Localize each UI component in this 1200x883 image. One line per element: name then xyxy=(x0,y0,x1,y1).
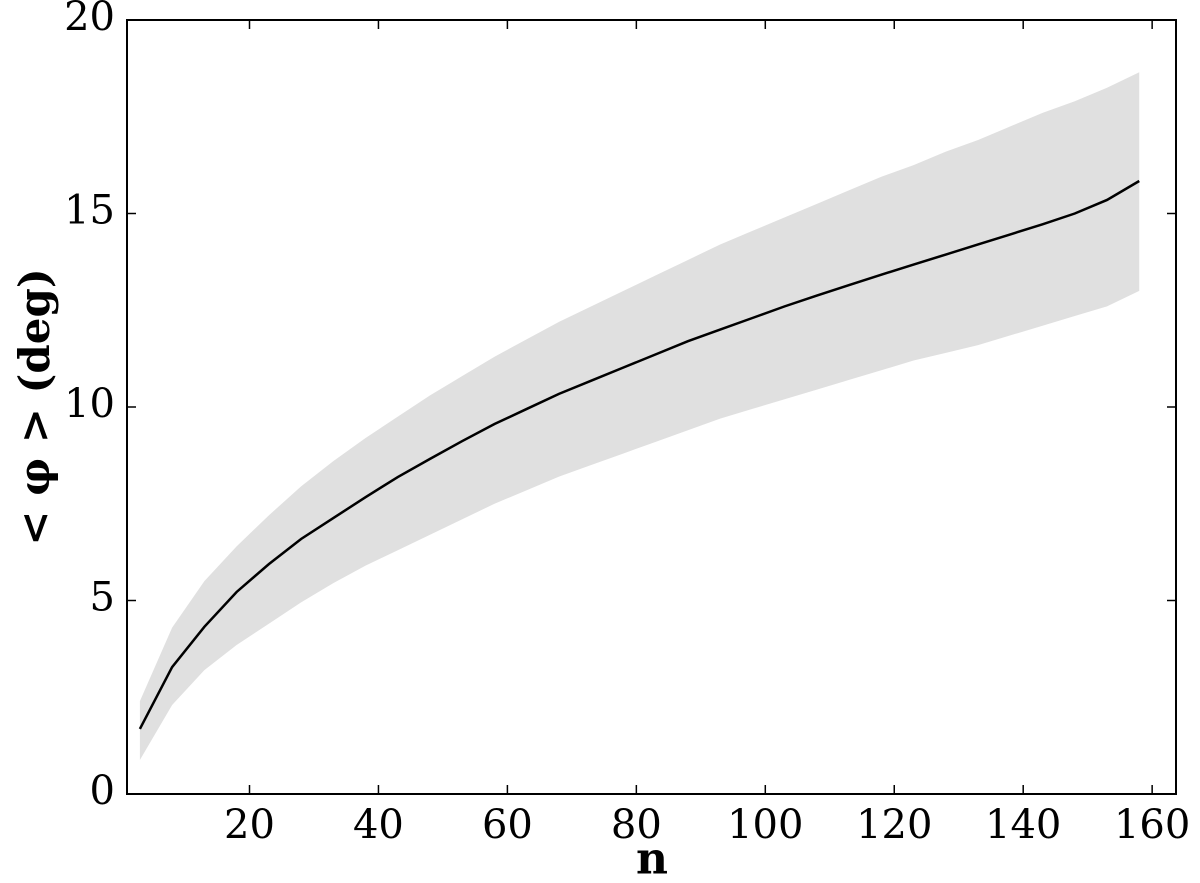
x-tick-label: 60 xyxy=(482,802,533,848)
x-tick-label: 120 xyxy=(856,802,932,848)
confidence-band xyxy=(139,72,1140,760)
x-tick-label: 20 xyxy=(224,802,275,848)
x-tick-label: 140 xyxy=(985,802,1061,848)
x-tick-label: 40 xyxy=(353,802,404,848)
x-tick-label: 100 xyxy=(727,802,803,848)
y-axis-label: < φ > (deg) xyxy=(10,268,59,545)
y-tick-label: 5 xyxy=(90,575,115,621)
y-tick-label: 15 xyxy=(64,188,115,234)
y-tick-label: 20 xyxy=(64,0,115,40)
y-tick-label: 10 xyxy=(64,381,115,427)
x-tick-label: 80 xyxy=(611,802,662,848)
x-tick-label: 160 xyxy=(1114,802,1190,848)
line xyxy=(138,179,1140,730)
y-tick-label: 0 xyxy=(90,768,115,814)
x-axis-label: n xyxy=(636,834,668,883)
